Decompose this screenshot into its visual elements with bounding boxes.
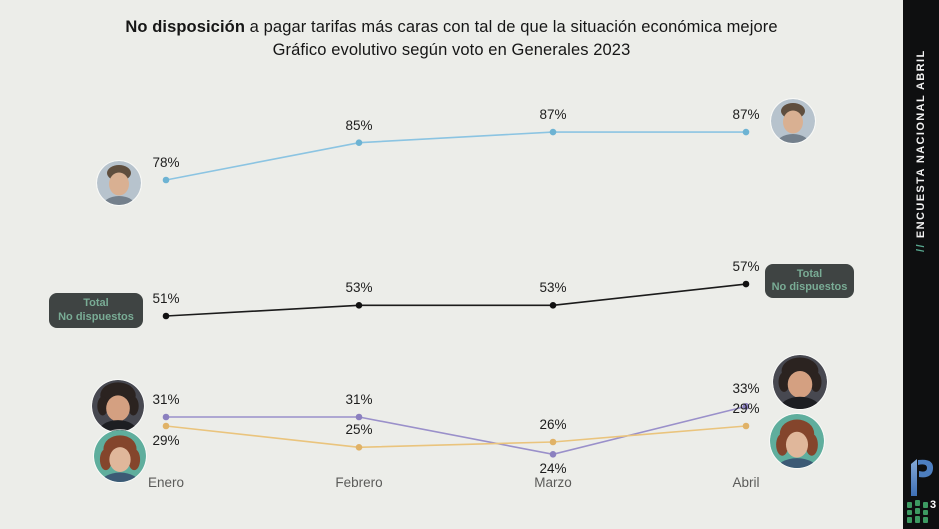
votantes-bullrich-value-label-Enero: 29% bbox=[152, 433, 180, 448]
sidebar-vertical-label: // ENCUESTA NACIONAL ABRIL bbox=[915, 49, 927, 252]
votantes-bullrich-value-label-Abril: 29% bbox=[732, 401, 760, 416]
votantes-milei-dot-Febrero bbox=[355, 413, 363, 421]
total-badge-left-line1: Total bbox=[83, 297, 109, 309]
total-no-dispuestos-value-label-Enero: 51% bbox=[152, 291, 180, 306]
month-label-febrero: Febrero bbox=[335, 475, 383, 490]
votantes-bullrich-dot-Abril bbox=[742, 422, 750, 430]
title-bold: No disposición bbox=[125, 18, 245, 36]
total-no-dispuestos-dot-Abril bbox=[742, 280, 750, 288]
month-label-marzo: Marzo bbox=[534, 475, 572, 490]
votantes-massa-dot-Febrero bbox=[355, 139, 363, 146]
title-line-2: Gráfico evolutivo según voto en Generale… bbox=[272, 41, 631, 59]
total-badge-left: Total No dispuestos bbox=[49, 293, 143, 328]
votantes-massa-dot-Marzo bbox=[549, 128, 557, 136]
total-no-dispuestos-value-label-Abril: 57% bbox=[732, 259, 760, 275]
total-no-dispuestos-value-label-Febrero: 53% bbox=[345, 280, 373, 296]
votantes-massa-dot-Abril bbox=[742, 128, 750, 136]
votantes-milei-value-label-Marzo: 24% bbox=[539, 461, 567, 477]
milei-avatar-left bbox=[92, 380, 144, 432]
total-no-dispuestos-value-label-Marzo: 53% bbox=[539, 280, 567, 296]
total-badge-right: Total No dispuestos bbox=[765, 264, 854, 298]
bullrich-avatar-left bbox=[94, 430, 146, 482]
month-label-enero: Enero bbox=[147, 475, 185, 490]
sidebar bbox=[903, 0, 939, 529]
total-badge-right-line1: Total bbox=[796, 267, 823, 280]
logo-glyph bbox=[911, 459, 934, 496]
votantes-milei-dot-Abril bbox=[742, 403, 750, 410]
votantes-massa-value-label-Abril: 87% bbox=[732, 107, 760, 123]
logo-superscript: 3 bbox=[930, 499, 936, 511]
slashes-accent: // bbox=[915, 243, 927, 252]
month-label-abril: Abril bbox=[732, 475, 760, 490]
milei-avatar-right bbox=[773, 355, 827, 409]
votantes-massa-value-label-Marzo: 87% bbox=[539, 107, 567, 123]
votantes-bullrich-value-label-Febrero: 25% bbox=[345, 422, 373, 438]
votantes-bullrich-line bbox=[165, 425, 747, 449]
votantes-bullrich-dot-Febrero bbox=[355, 444, 363, 451]
sidebar-label-text: ENCUESTA NACIONAL ABRIL bbox=[915, 49, 927, 239]
votantes-massa-value-label-Enero: 78% bbox=[152, 155, 180, 170]
votantes-milei-value-label-Abril: 33% bbox=[732, 381, 760, 397]
title-line-1: No disposición a pagar tarifas más caras… bbox=[0, 16, 903, 39]
votantes-massa-dot-Enero bbox=[162, 176, 170, 184]
pollster-logo: 3 bbox=[903, 452, 939, 526]
massa-avatar-right bbox=[771, 99, 815, 143]
votantes-bullrich-dot-Marzo bbox=[549, 438, 557, 446]
total-no-dispuestos-dot-Febrero bbox=[355, 302, 363, 309]
total-badge-right-line2: No dispuestos bbox=[771, 281, 848, 293]
title-rest: a pagar tarifas más caras con tal de que… bbox=[245, 18, 778, 36]
votantes-milei-value-label-Enero: 31% bbox=[152, 392, 180, 407]
votantes-massa-value-label-Febrero: 85% bbox=[345, 117, 373, 133]
votantes-bullrich-dot-Enero bbox=[162, 422, 170, 430]
votantes-milei-dot-Enero bbox=[162, 413, 170, 421]
bullrich-avatar-right bbox=[770, 414, 824, 468]
logo-bars bbox=[907, 500, 928, 523]
total-no-dispuestos-line bbox=[165, 283, 747, 317]
votantes-milei-line bbox=[166, 405, 747, 456]
votantes-massa-line bbox=[165, 131, 746, 181]
evolution-chart bbox=[162, 128, 750, 458]
votantes-milei-dot-Marzo bbox=[549, 451, 557, 458]
total-badge-left-line2: No dispuestos bbox=[58, 310, 134, 323]
votantes-milei-value-label-Febrero: 31% bbox=[345, 392, 373, 407]
page-title: No disposición a pagar tarifas más caras… bbox=[0, 16, 903, 62]
total-no-dispuestos-dot-Marzo bbox=[549, 302, 557, 309]
total-no-dispuestos-dot-Enero bbox=[162, 312, 170, 320]
votantes-bullrich-value-label-Marzo: 26% bbox=[539, 416, 567, 432]
massa-avatar-left bbox=[97, 161, 141, 205]
